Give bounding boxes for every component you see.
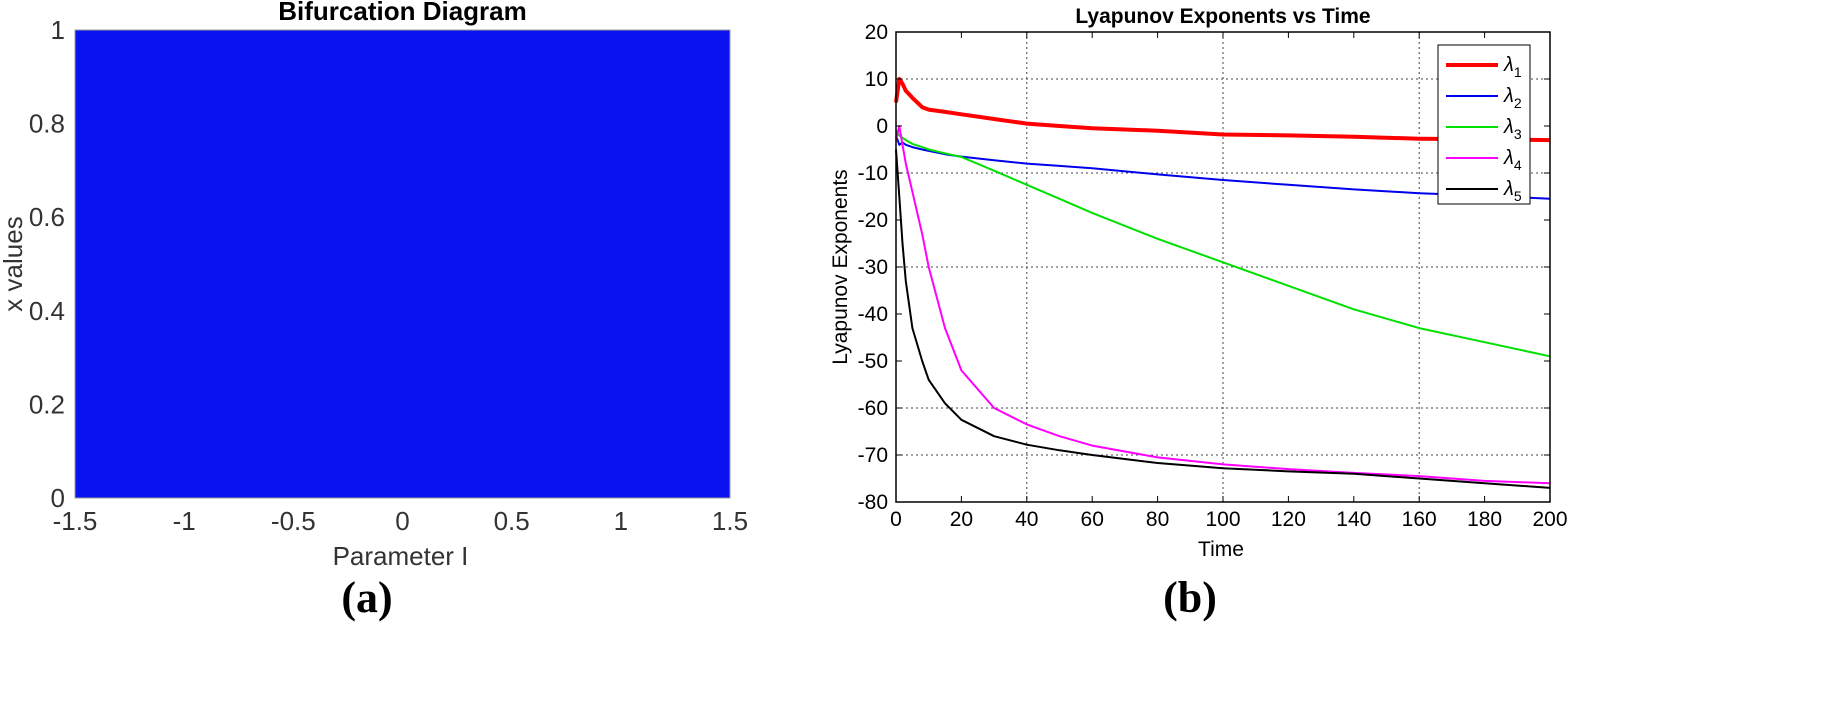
x-tick-label: 100 [1205,508,1240,531]
y-tick-label: -60 [858,397,888,420]
series-line-4 [895,125,1551,485]
series-line-3 [895,130,1551,358]
y-tick-label: -80 [858,491,888,514]
tick-marks [895,31,1551,503]
y-tick-label: 1 [51,15,65,45]
y-axis-label: Lyapunov Exponents [829,169,852,364]
x-tick-label: 60 [1081,508,1104,531]
y-tick-label: 20 [865,21,888,44]
x-tick-label: 20 [950,508,973,531]
series-line-2 [895,135,1551,200]
y-tick-labels: 0 0.2 0.4 0.6 0.8 1 [29,15,65,513]
x-tick-labels: 0 20 40 60 80 100 120 140 160 180 200 [890,508,1567,531]
x-tick-label: -1.5 [53,506,98,536]
x-tick-label: -1 [173,506,196,536]
y-tick-label: 0 [51,483,65,513]
x-tick-label: 1.5 [712,506,748,536]
series-lines [894,77,1551,489]
x-tick-label: 200 [1532,508,1567,531]
x-tick-label: 160 [1402,508,1437,531]
panel-label-a: (a) [341,573,392,622]
x-tick-label: 1 [614,506,628,536]
x-tick-label: 140 [1336,508,1371,531]
chart-title: Bifurcation Diagram [278,0,527,26]
x-tick-label: 40 [1015,508,1038,531]
plot-frame [74,29,731,499]
x-axis-label: Time [1198,538,1244,561]
bifurcation-fill [75,30,730,498]
chart-title: Lyapunov Exponents vs Time [1075,5,1370,28]
lyapunov-chart: 0 20 40 60 80 100 120 140 160 180 200 -80-70-60-50… [829,5,1568,622]
bifurcation-chart: -1.5 -1 -0.5 0 0.5 1 1.5 0 0.2 0.4 0.6 0.8 1 Bifurc… [0,0,748,622]
x-tick-label: 80 [1146,508,1169,531]
x-tick-label: 0 [890,508,902,531]
y-tick-label: -70 [858,444,888,467]
y-tick-label: -10 [858,162,888,185]
y-tick-label: 0 [876,115,888,138]
y-tick-label: 0.8 [29,109,65,139]
y-tick-label: 10 [865,68,888,91]
x-tick-label: 180 [1467,508,1502,531]
x-tick-label: 120 [1271,508,1306,531]
y-tick-label: -20 [858,209,888,232]
y-tick-label: -30 [858,256,888,279]
series-line-1 [894,77,1551,143]
x-tick-label: 0.5 [494,506,530,536]
x-tick-labels: -1.5 -1 -0.5 0 0.5 1 1.5 [53,506,748,536]
x-axis-label: Parameter I [333,541,469,571]
x-tick-label: -0.5 [271,506,316,536]
legend-box [1437,44,1531,205]
y-tick-label: -40 [858,303,888,326]
series-line-5 [895,149,1551,489]
y-tick-label: 0.2 [29,389,65,419]
y-tick-labels: -80 -70 -60 -50 -40 -30 -20 -10 0 10 20 [858,21,888,514]
y-axis-label: x values [0,216,28,311]
y-tick-label: 0.6 [29,202,65,232]
panel-label-b: (b) [1163,573,1217,622]
x-tick-label: 0 [395,506,409,536]
y-tick-label: -50 [858,350,888,373]
y-tick-label: 0.4 [29,296,65,326]
